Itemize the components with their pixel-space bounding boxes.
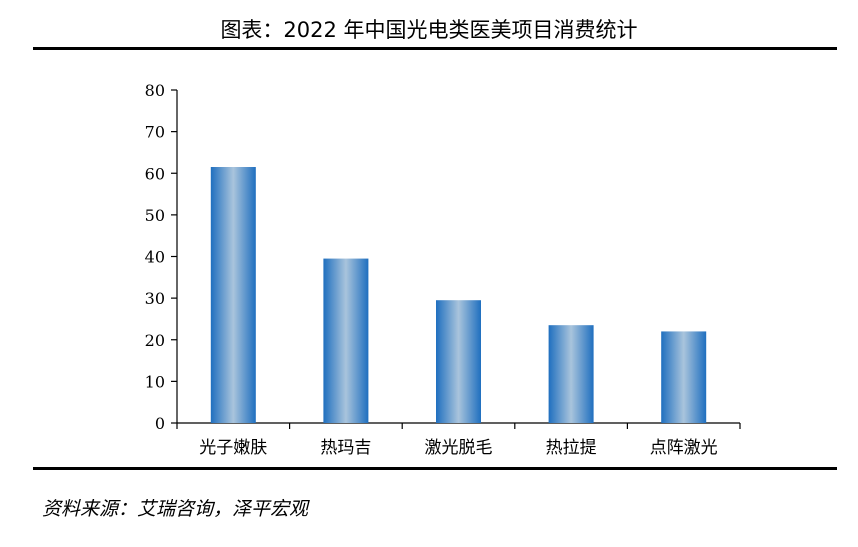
chart-title: 图表：2022 年中国光电类医美项目消费统计 bbox=[220, 18, 638, 42]
bar bbox=[548, 325, 594, 423]
bar bbox=[323, 258, 369, 423]
y-axis: 0 10 20 30 40 50 60 70 80 bbox=[145, 81, 178, 433]
y-tick-label: 20 bbox=[145, 331, 165, 350]
category-labels: 光子嫩肤 热玛吉 激光脱毛 热拉提 点阵激光 bbox=[199, 438, 717, 458]
bars bbox=[210, 167, 707, 423]
bar bbox=[210, 167, 256, 423]
y-tick-label: 40 bbox=[145, 248, 165, 267]
x-category-label: 热玛吉 bbox=[320, 438, 371, 458]
bar bbox=[436, 300, 481, 423]
x-category-label: 光子嫩肤 bbox=[199, 438, 267, 458]
y-tick-label: 70 bbox=[145, 123, 165, 142]
y-tick-label: 10 bbox=[145, 372, 165, 391]
bar bbox=[661, 331, 707, 423]
y-tick-label: 80 bbox=[145, 81, 165, 100]
y-tick-label: 50 bbox=[145, 206, 165, 225]
x-category-label: 点阵激光 bbox=[650, 438, 718, 458]
x-category-label: 激光脱毛 bbox=[425, 438, 493, 458]
x-axis bbox=[176, 422, 741, 429]
top-rule bbox=[33, 47, 837, 50]
y-tick-label: 60 bbox=[145, 164, 165, 183]
bottom-rule bbox=[33, 467, 837, 470]
source-note: 资料来源：艾瑞咨询，泽平宏观 bbox=[42, 498, 309, 520]
y-tick-label: 0 bbox=[155, 414, 165, 433]
x-category-label: 热拉提 bbox=[546, 438, 597, 458]
y-tick-label: 30 bbox=[145, 289, 165, 308]
